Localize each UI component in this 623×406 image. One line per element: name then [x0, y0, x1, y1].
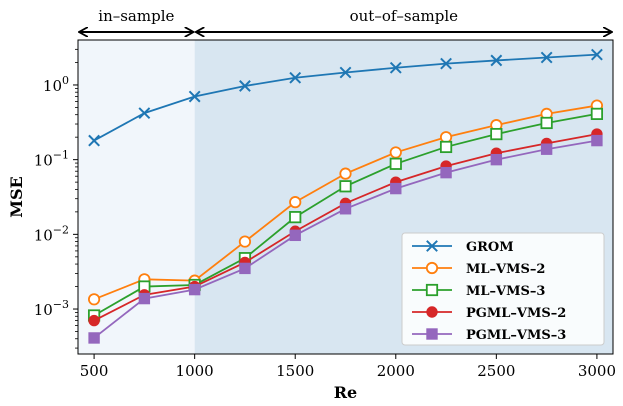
x-axis-label: Re	[334, 383, 357, 402]
data-point-1-3	[238, 235, 252, 248]
data-point-2-9	[540, 116, 553, 130]
x-tick-label-4: 2500	[477, 362, 515, 380]
data-point-1-5	[339, 167, 352, 180]
data-point-1-4	[289, 196, 302, 209]
legend-item-3: PGML–VMS–2	[412, 306, 566, 321]
legend-label-2: ML–VMS–3	[466, 284, 545, 299]
data-point-4-4	[289, 229, 301, 242]
legend-item-4: PGML–VMS–3	[412, 328, 566, 343]
legend-marker-1	[425, 261, 439, 275]
series-0	[88, 48, 603, 147]
data-point-0-2	[188, 90, 201, 103]
data-point-4-3	[239, 262, 251, 275]
legend: GROM ML–VMS–2 ML–VMS–3 PGML–VMS–2 PGML–VMS–3	[401, 232, 605, 346]
y-tick-label-2: 10−2	[34, 223, 69, 244]
region-label-0: in–sample	[98, 7, 174, 25]
legend-item-1: ML–VMS–2	[412, 261, 545, 277]
data-point-0-3	[239, 80, 251, 92]
data-point-3-0	[88, 314, 100, 327]
legend-box	[401, 232, 605, 346]
region-background-0	[78, 40, 195, 354]
data-point-4-6	[390, 182, 402, 195]
data-point-4-2	[188, 283, 201, 296]
y-tick-label-1: 10−1	[34, 149, 69, 170]
data-point-2-8	[490, 127, 503, 141]
legend-label-0: GROM	[466, 240, 514, 255]
data-point-0-8	[490, 54, 503, 67]
data-point-0-9	[540, 51, 553, 64]
data-point-0-6	[389, 61, 402, 74]
data-point-4-7	[440, 166, 452, 179]
y-tick-label-3: 10−3	[34, 298, 69, 319]
x-tick-label-1: 1000	[176, 362, 214, 380]
legend-marker-0	[426, 240, 438, 252]
data-point-0-0	[88, 134, 100, 147]
data-point-1-0	[87, 293, 101, 306]
data-point-2-10	[590, 107, 604, 120]
legend-label-4: PGML–VMS–3	[466, 328, 566, 343]
legend-label-3: PGML–VMS–2	[466, 306, 566, 321]
data-point-0-5	[339, 66, 352, 79]
series-4	[88, 134, 603, 344]
data-point-4-9	[540, 143, 553, 155]
data-point-2-5	[339, 180, 352, 193]
legend-marker-3	[426, 306, 438, 318]
data-point-0-7	[440, 57, 452, 70]
data-point-1-6	[389, 146, 402, 159]
legend-item-0: GROM	[412, 240, 514, 255]
data-point-4-0	[88, 332, 100, 344]
x-tick-label-2: 1500	[276, 362, 314, 380]
data-point-4-5	[339, 203, 352, 215]
data-point-1-7	[439, 131, 453, 144]
plot-frame	[77, 39, 614, 355]
data-point-0-1	[138, 107, 151, 120]
data-point-2-4	[289, 211, 302, 224]
data-point-2-6	[389, 157, 402, 170]
ticks: 500 1000 1500 2000 2500 3000 100 10−1 10−2 10−3	[34, 48, 616, 380]
data-point-4-1	[138, 292, 151, 305]
x-tick-label-0: 500	[80, 362, 109, 380]
x-tick-label-5: 3000	[578, 362, 616, 380]
region-label-1: out–of–sample	[350, 7, 459, 25]
x-tick-label-3: 2000	[377, 362, 415, 380]
data-point-4-10	[591, 134, 603, 147]
region-annotations: in–sample out–of–sample	[80, 7, 611, 32]
legend-item-2: ML–VMS–3	[412, 283, 545, 299]
data-point-4-8	[490, 153, 503, 166]
data-point-2-7	[439, 140, 453, 154]
axes: Re MSE	[7, 39, 614, 402]
data-point-0-10	[591, 48, 603, 61]
y-tick-label-0: 100	[43, 74, 69, 95]
y-axis-label: MSE	[7, 176, 26, 217]
data-point-0-4	[289, 71, 302, 84]
legend-marker-2	[425, 283, 439, 297]
legend-marker-4	[426, 328, 438, 340]
series-layer	[87, 48, 604, 344]
legend-label-1: ML–VMS–2	[466, 262, 545, 277]
